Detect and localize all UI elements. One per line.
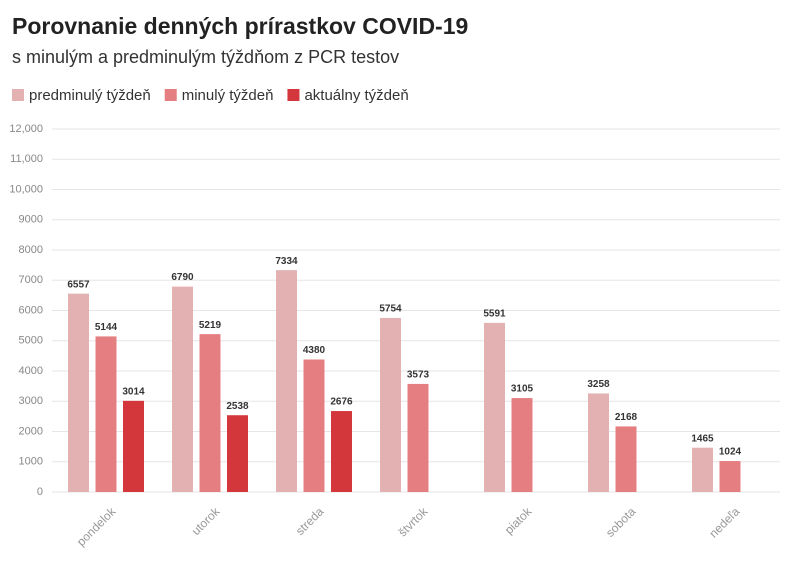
value-label: 5754 bbox=[379, 304, 402, 315]
x-tick-label: utorok bbox=[189, 504, 223, 538]
bar bbox=[484, 322, 505, 492]
y-tick-label: 4000 bbox=[19, 365, 43, 377]
value-label: 2538 bbox=[226, 401, 249, 412]
bar bbox=[511, 398, 533, 492]
value-label: 4380 bbox=[303, 345, 326, 356]
value-label: 1024 bbox=[719, 447, 742, 458]
y-tick-label: 11,000 bbox=[10, 153, 43, 165]
value-label: 1465 bbox=[691, 433, 714, 444]
x-tick-label: pondelok bbox=[74, 504, 119, 549]
y-tick-label: 3000 bbox=[19, 395, 43, 407]
y-tick-label: 9000 bbox=[19, 214, 43, 226]
bar bbox=[380, 317, 401, 492]
value-label: 3105 bbox=[511, 384, 534, 395]
value-label: 3258 bbox=[587, 379, 610, 390]
bar bbox=[407, 383, 429, 492]
value-label: 3014 bbox=[122, 386, 145, 397]
bar bbox=[227, 415, 248, 492]
value-label: 7334 bbox=[275, 256, 298, 267]
value-label: 5591 bbox=[483, 309, 506, 320]
legend-swatch bbox=[164, 89, 177, 101]
bar bbox=[123, 400, 144, 492]
bar bbox=[68, 293, 89, 492]
y-tick-label: 5000 bbox=[19, 335, 43, 347]
bar bbox=[719, 461, 741, 492]
x-tick-label: štvrtok bbox=[395, 504, 431, 540]
y-tick-label: 1000 bbox=[19, 456, 43, 468]
y-tick-label: 0 bbox=[37, 486, 43, 498]
y-tick-label: 10,000 bbox=[9, 183, 43, 195]
legend-swatch bbox=[287, 89, 300, 101]
value-label: 5144 bbox=[95, 322, 118, 333]
chart-subtitle: s minulým a predminulým týždňom z PCR te… bbox=[12, 47, 399, 67]
bar bbox=[199, 334, 221, 492]
legend-swatch bbox=[12, 89, 24, 101]
legend-label: minulý týždeň bbox=[182, 87, 274, 104]
value-label: 6790 bbox=[171, 272, 194, 283]
x-tick-label: piatok bbox=[502, 504, 535, 537]
y-tick-label: 7000 bbox=[19, 274, 43, 286]
bar bbox=[95, 336, 117, 492]
x-tick-label: nedeľa bbox=[706, 504, 742, 540]
bar bbox=[276, 270, 297, 492]
value-label: 3573 bbox=[407, 370, 430, 381]
bar bbox=[331, 411, 352, 492]
value-label: 2676 bbox=[330, 397, 353, 408]
chart-title: Porovnanie denných prírastkov COVID-19 bbox=[12, 13, 468, 39]
bar bbox=[303, 359, 325, 492]
bar bbox=[615, 426, 637, 492]
value-label: 2168 bbox=[615, 412, 638, 423]
bar bbox=[172, 286, 193, 492]
y-tick-label: 12,000 bbox=[9, 123, 43, 135]
value-label: 6557 bbox=[67, 279, 90, 290]
bar bbox=[588, 393, 609, 492]
value-label: 5219 bbox=[199, 320, 222, 331]
y-tick-label: 6000 bbox=[19, 304, 43, 316]
bar bbox=[692, 447, 713, 492]
x-tick-label: sobota bbox=[603, 504, 639, 540]
y-tick-label: 2000 bbox=[19, 425, 43, 437]
y-tick-label: 8000 bbox=[19, 244, 43, 256]
legend-label: aktuálny týždeň bbox=[304, 87, 408, 104]
x-tick-label: streda bbox=[293, 504, 327, 538]
legend-label: predminulý týždeň bbox=[29, 87, 151, 104]
